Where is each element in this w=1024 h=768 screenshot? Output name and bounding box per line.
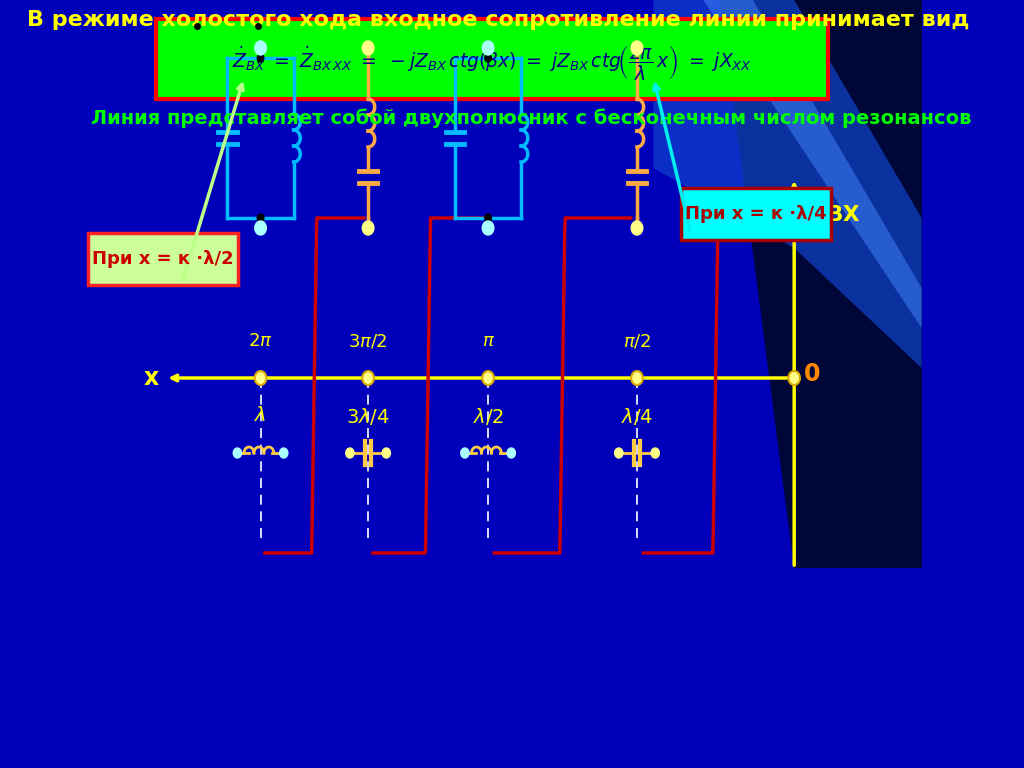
Polygon shape (653, 0, 922, 368)
Circle shape (233, 448, 242, 458)
Circle shape (280, 448, 288, 458)
FancyBboxPatch shape (157, 19, 828, 99)
Circle shape (255, 221, 266, 235)
Text: 0: 0 (804, 362, 820, 386)
Text: $3\lambda/4$: $3\lambda/4$ (346, 406, 390, 427)
Circle shape (257, 214, 264, 222)
Circle shape (257, 54, 264, 62)
Text: $\dot{Z}_{BX}\ =\ \dot{Z}_{BX\,XX}\ =\ -jZ_{BX}\,ctg(\beta x)\ =\ jZ_{BX}\,ctg\!: $\dot{Z}_{BX}\ =\ \dot{Z}_{BX\,XX}\ =\ -… (232, 42, 753, 81)
Circle shape (255, 371, 266, 385)
Circle shape (507, 448, 515, 458)
Circle shape (631, 221, 643, 235)
Circle shape (482, 221, 494, 235)
Circle shape (482, 371, 494, 385)
Circle shape (362, 221, 374, 235)
Circle shape (631, 41, 643, 55)
Text: $2\pi$: $2\pi$ (248, 332, 272, 350)
Circle shape (346, 448, 354, 458)
Circle shape (382, 448, 390, 458)
Polygon shape (720, 0, 922, 568)
FancyBboxPatch shape (681, 188, 831, 240)
Text: $\lambda/4$: $\lambda/4$ (621, 406, 653, 427)
Text: $\pi$: $\pi$ (481, 332, 495, 350)
Circle shape (362, 41, 374, 55)
Circle shape (651, 448, 659, 458)
Text: $\lambda/2$: $\lambda/2$ (473, 406, 504, 427)
Text: Линия представляет собой двухполюсник с бесконечным числом резонансов: Линия представляет собой двухполюсник с … (91, 108, 972, 127)
Text: $3\pi/2$: $3\pi/2$ (348, 332, 388, 350)
Circle shape (614, 448, 623, 458)
Text: При x = к ·λ/2: При x = к ·λ/2 (92, 250, 233, 268)
Text: x: x (143, 366, 159, 390)
Circle shape (484, 214, 492, 222)
Circle shape (482, 41, 494, 55)
Text: $\lambda$: $\lambda$ (254, 406, 266, 425)
Circle shape (362, 371, 374, 385)
Circle shape (484, 54, 492, 62)
Text: $\pi/2$: $\pi/2$ (623, 332, 651, 350)
Text: $\mathbf{Z_{BX}}$: $\mathbf{Z_{BX}}$ (804, 193, 861, 224)
Polygon shape (703, 0, 922, 328)
Circle shape (461, 448, 469, 458)
Circle shape (788, 371, 800, 385)
Text: В режиме холостого хода входное сопротивление линии принимает вид: В режиме холостого хода входное сопротив… (27, 10, 969, 30)
Circle shape (631, 371, 643, 385)
Text: При x = к ·λ/4: При x = к ·λ/4 (685, 205, 827, 223)
FancyBboxPatch shape (88, 233, 239, 285)
Circle shape (255, 41, 266, 55)
